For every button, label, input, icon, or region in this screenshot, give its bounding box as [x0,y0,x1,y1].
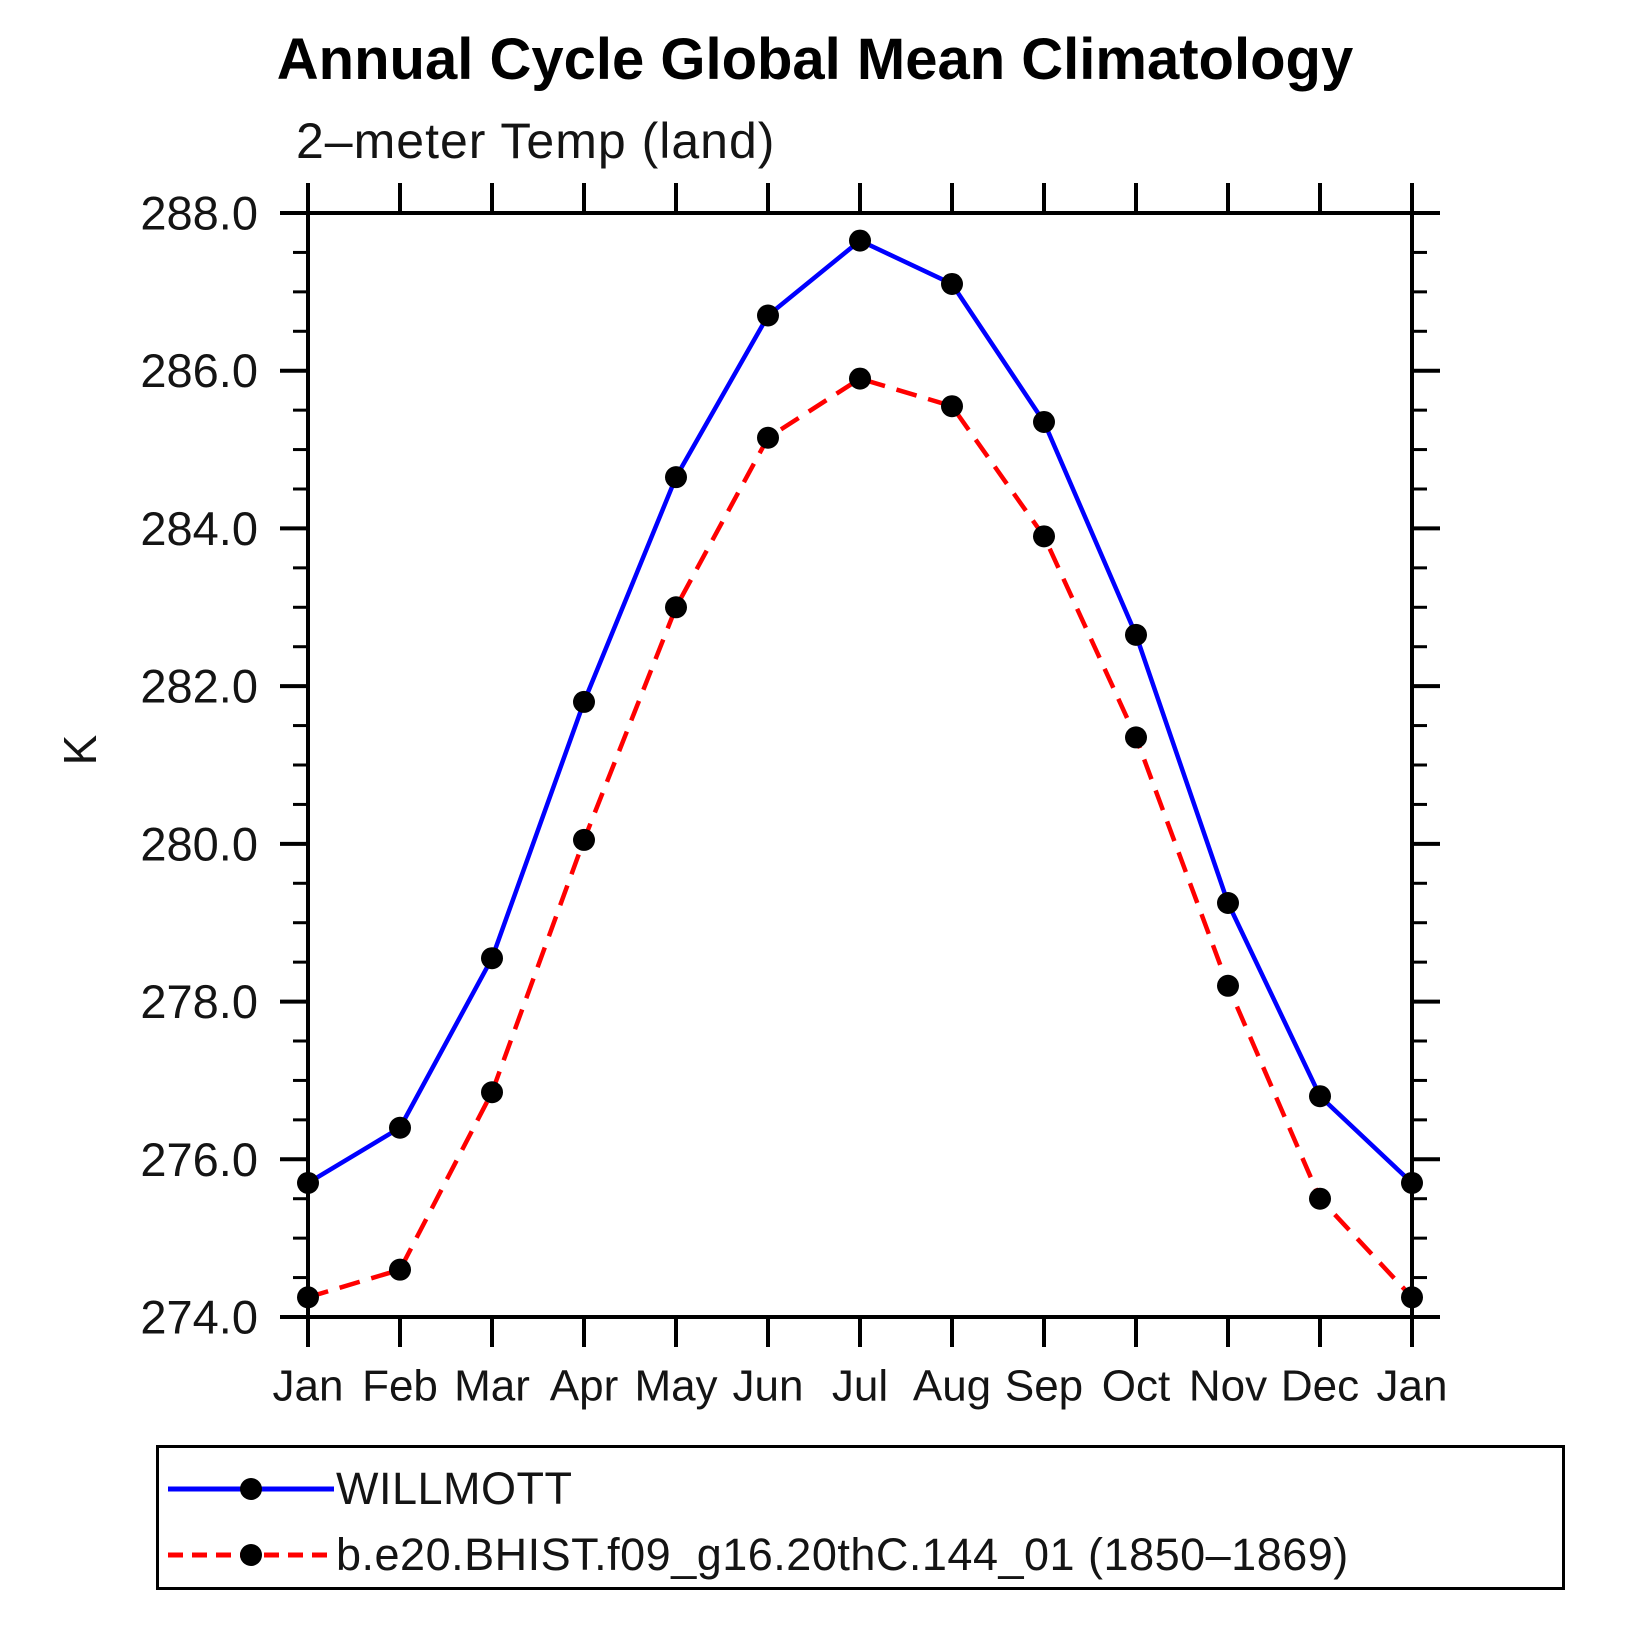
x-tick-label: Mar [454,1362,530,1411]
data-point-marker [1309,1085,1331,1108]
x-tick-label: Oct [1102,1362,1170,1411]
data-point-marker [1217,974,1239,997]
x-tick-label: Jan [273,1362,344,1411]
y-axis-tick-labels: 274.0 276.0 278.0 280.0 282.0 284.0 286.0 288.0 [140,187,258,1344]
data-point-marker [481,947,503,970]
y-tick-label: 278.0 [140,975,258,1028]
data-point-marker [849,367,871,390]
series-line-model [307,376,1414,1300]
y-tick-label: 274.0 [140,1291,258,1344]
data-point-marker [1033,410,1055,433]
legend-label-willmott: WILLMOTT [336,1463,573,1514]
y-tick-label: 286.0 [140,344,258,397]
legend-line-solid-icon [168,1478,334,1500]
data-point-marker [1125,726,1147,749]
axis-ticks [280,183,1440,1347]
x-tick-label: Jun [733,1362,804,1411]
data-point-marker [941,272,963,295]
data-point-marker [389,1116,411,1139]
chart-subtitle: 2–meter Temp (land) [296,113,776,169]
series-willmott [297,229,1423,1194]
y-tick-label: 284.0 [140,502,258,555]
y-tick-label: 282.0 [140,660,258,713]
data-point-marker [757,304,779,327]
series-model [297,367,1423,1309]
x-tick-label: Nov [1189,1362,1267,1411]
legend-line-dashed-icon [168,1544,334,1566]
x-axis-tick-labels: Jan Feb Mar Apr May Jun Jul Aug Sep Oct Nov Dec Jan [273,1362,1448,1411]
legend-item-model: b.e20.BHIST.f09_g16.20thC.144_01 (1850–1… [166,1529,1349,1580]
data-point-marker [1033,525,1055,548]
data-point-marker [757,426,779,449]
data-point-marker [1217,892,1239,914]
y-tick-label: 288.0 [140,187,258,240]
data-point-marker [941,395,963,418]
data-point-marker [573,828,595,851]
x-tick-label: Sep [1005,1362,1083,1411]
x-tick-label: Jul [832,1362,888,1411]
y-tick-label: 280.0 [140,817,258,870]
data-point-marker [573,690,595,713]
legend-box: WILLMOTT b.e20.BHIST.f09_g16.20thC.144_0… [156,1445,1565,1590]
x-tick-label: Aug [913,1362,991,1411]
y-tick-label: 276.0 [140,1133,258,1186]
legend-label-model: b.e20.BHIST.f09_g16.20thC.144_01 (1850–1… [336,1529,1349,1580]
data-point-marker [389,1258,411,1281]
x-tick-label: May [634,1362,717,1411]
data-point-marker [665,466,687,489]
data-point-marker [1125,623,1147,646]
x-tick-label: Feb [362,1362,438,1411]
x-tick-label: Jan [1377,1362,1448,1411]
legend-item-willmott: WILLMOTT [166,1463,573,1514]
data-point-marker [1309,1187,1331,1210]
data-point-marker [481,1081,503,1104]
plot-frame [306,211,1414,1319]
chart-title: Annual Cycle Global Mean Climatology [276,27,1354,92]
x-tick-label: Dec [1281,1362,1359,1411]
data-point-marker [849,229,871,252]
data-point-marker [665,596,687,619]
x-tick-label: Apr [550,1362,618,1411]
